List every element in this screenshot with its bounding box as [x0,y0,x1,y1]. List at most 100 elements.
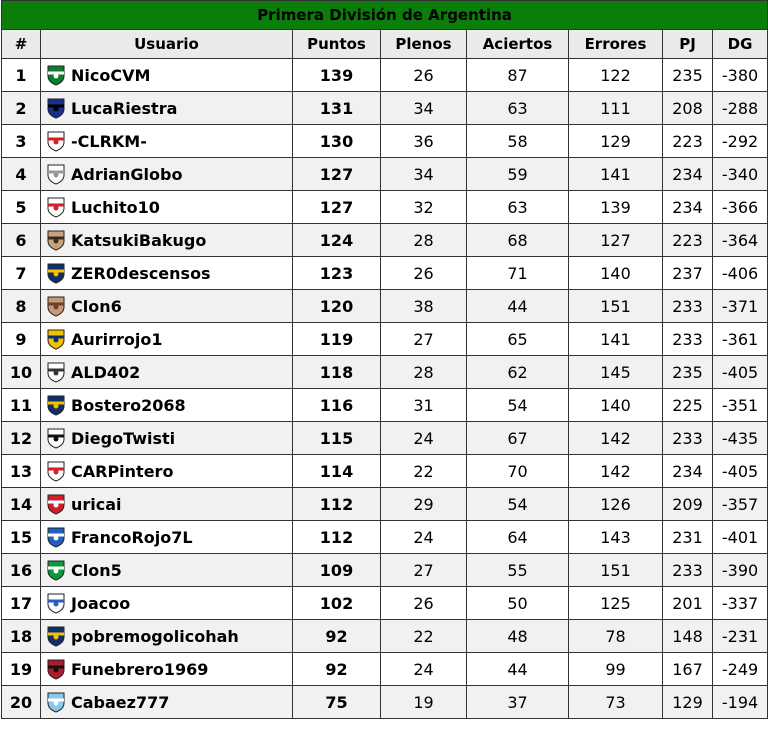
errores-cell: 111 [568,91,663,125]
user-cell[interactable]: Bostero2068 [40,388,293,422]
table-row: 1 NicoCVM 139 26 87 122 235 -380 [1,58,768,92]
column-header-errores[interactable]: Errores [568,29,663,59]
user-cell[interactable]: uricai [40,487,293,521]
user-name[interactable]: FrancoRojo7L [71,527,193,547]
user-cell[interactable]: NicoCVM [40,58,293,92]
pj-cell: 225 [662,388,713,422]
user-name[interactable]: Bostero2068 [71,395,186,415]
dg-cell: -231 [711,619,768,653]
column-header-dg[interactable]: DG [711,29,768,59]
user-name[interactable]: DiegoTwisti [71,428,176,448]
pj-cell: 208 [662,91,713,125]
user-name[interactable]: LucaRiestra [71,98,178,118]
aciertos-cell: 71 [466,256,569,290]
position-cell: 15 [1,520,41,554]
user-cell[interactable]: Clon5 [40,553,293,587]
user-name[interactable]: NicoCVM [71,65,151,85]
plenos-cell: 24 [380,520,467,554]
pj-cell: 235 [662,355,713,389]
points-cell: 139 [292,58,381,92]
errores-cell: 145 [568,355,663,389]
user-name[interactable]: pobremogolicohah [71,626,239,646]
table-title: Primera División de Argentina [0,0,768,30]
pj-cell: 233 [662,322,713,356]
user-cell[interactable]: LucaRiestra [40,91,293,125]
user-cell[interactable]: FrancoRojo7L [40,520,293,554]
user-cell[interactable]: ALD402 [40,355,293,389]
position-cell: 9 [1,322,41,356]
sarmiento-crest-icon [45,559,67,581]
user-name[interactable]: Clon5 [71,560,122,580]
estudiantes-crest-icon [45,196,67,218]
plenos-cell: 19 [380,685,467,719]
user-name[interactable]: Funebrero1969 [71,659,209,679]
table-row: 19 Funebrero1969 92 24 44 99 167 -249 [1,652,768,686]
user-cell[interactable]: KatsukiBakugo [40,223,293,257]
user-name[interactable]: AdrianGlobo [71,164,183,184]
user-name[interactable]: ZER0descensos [71,263,211,283]
user-name[interactable]: Joacoo [71,593,131,613]
plenos-cell: 26 [380,58,467,92]
pj-cell: 233 [662,289,713,323]
rosario-central-crest-icon [45,328,67,350]
table-row: 2 LucaRiestra 131 34 63 111 208 -288 [1,91,768,125]
banfield-crest-icon [45,64,67,86]
aciertos-cell: 59 [466,157,569,191]
user-cell[interactable]: Clon6 [40,289,293,323]
scotland-flag-icon [45,526,67,548]
errores-cell: 99 [568,652,663,686]
column-header-points[interactable]: Puntos [292,29,381,59]
user-cell[interactable]: Funebrero1969 [40,652,293,686]
user-cell[interactable]: Cabaez777 [40,685,293,719]
points-cell: 75 [292,685,381,719]
user-name[interactable]: ALD402 [71,362,141,382]
plenos-cell: 32 [380,190,467,224]
user-name[interactable]: Aurirrojo1 [71,329,163,349]
gimnasia-crest-icon [45,427,67,449]
pj-cell: 234 [662,454,713,488]
points-cell: 127 [292,190,381,224]
points-cell: 102 [292,586,381,620]
dg-cell: -401 [711,520,768,554]
user-cell[interactable]: AdrianGlobo [40,157,293,191]
atletico-tucuman-crest-icon [45,691,67,713]
position-cell: 12 [1,421,41,455]
table-row: 12 DiegoTwisti 115 24 67 142 233 -435 [1,421,768,455]
column-header-user[interactable]: Usuario [40,29,293,59]
user-cell[interactable]: DiegoTwisti [40,421,293,455]
column-header-position[interactable]: # [1,29,41,59]
user-cell[interactable]: Aurirrojo1 [40,322,293,356]
user-cell[interactable]: -CLRKM- [40,124,293,158]
column-header-plenos[interactable]: Plenos [380,29,467,59]
table-row: 10 ALD402 118 28 62 145 235 -405 [1,355,768,389]
plenos-cell: 34 [380,157,467,191]
aciertos-cell: 62 [466,355,569,389]
boca-crest-icon [45,625,67,647]
user-name[interactable]: Luchito10 [71,197,160,217]
errores-cell: 143 [568,520,663,554]
user-name[interactable]: CARPintero [71,461,174,481]
chacarita-crest-icon [45,658,67,680]
table-row: 7 ZER0descensos 123 26 71 140 237 -406 [1,256,768,290]
plenos-cell: 22 [380,454,467,488]
table-row: 5 Luchito10 127 32 63 139 234 -366 [1,190,768,224]
position-cell: 14 [1,487,41,521]
user-name[interactable]: KatsukiBakugo [71,230,207,250]
user-cell[interactable]: Luchito10 [40,190,293,224]
user-cell[interactable]: ZER0descensos [40,256,293,290]
user-name[interactable]: Cabaez777 [71,692,170,712]
aciertos-cell: 44 [466,652,569,686]
user-cell[interactable]: Joacoo [40,586,293,620]
pj-cell: 234 [662,190,713,224]
pj-cell: 167 [662,652,713,686]
user-cell[interactable]: CARPintero [40,454,293,488]
user-name[interactable]: Clon6 [71,296,122,316]
user-name[interactable]: -CLRKM- [71,131,147,151]
user-cell[interactable]: pobremogolicohah [40,619,293,653]
standings-table: Primera División de Argentina # Usuario … [0,0,768,719]
aciertos-cell: 65 [466,322,569,356]
column-header-aciertos[interactable]: Aciertos [466,29,569,59]
user-name[interactable]: uricai [71,494,122,514]
column-header-pj[interactable]: PJ [662,29,713,59]
table-row: 14 uricai 112 29 54 126 209 -357 [1,487,768,521]
